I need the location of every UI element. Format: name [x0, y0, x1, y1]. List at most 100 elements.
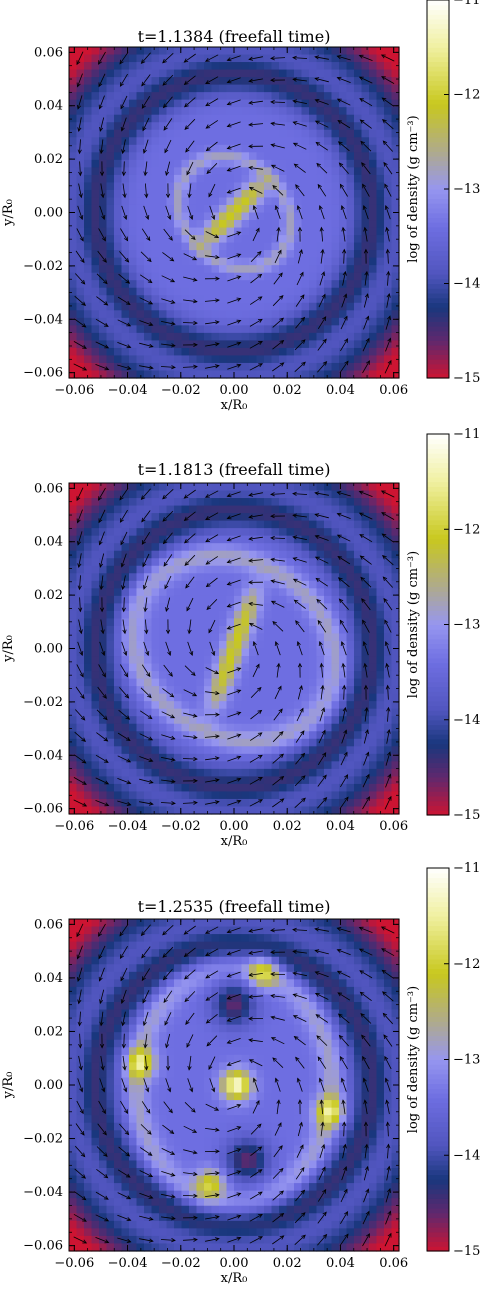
density-cell — [211, 535, 220, 544]
density-cell — [256, 738, 265, 747]
density-cell — [136, 490, 145, 499]
density-cell — [151, 272, 160, 281]
density-cell — [361, 129, 370, 138]
density-cell — [316, 686, 325, 695]
density-cell — [166, 528, 175, 537]
velocity-arrowhead — [358, 490, 364, 495]
density-cell — [339, 77, 348, 86]
density-cell — [294, 565, 303, 574]
density-cell — [324, 580, 333, 589]
density-cell — [294, 783, 303, 793]
velocity-arrow — [250, 710, 262, 720]
density-cell — [286, 716, 295, 725]
velocity-arrowhead — [336, 491, 342, 496]
density-cell — [84, 663, 93, 672]
velocity-arrowhead — [183, 102, 189, 108]
y-tick-label: 0.06 — [34, 45, 63, 60]
density-cell — [174, 618, 183, 627]
velocity-arrow — [185, 576, 195, 589]
density-cell — [114, 505, 123, 514]
density-cell — [294, 227, 303, 236]
velocity-arrow — [73, 341, 87, 349]
velocity-arrowhead — [292, 121, 298, 126]
density-cell — [76, 565, 85, 574]
density-cell — [256, 618, 265, 627]
density-cell — [369, 197, 378, 206]
density-cell — [324, 370, 333, 379]
velocity-arrowhead — [257, 273, 263, 279]
density-cell — [189, 167, 198, 176]
density-cell — [69, 340, 78, 349]
density-cell — [376, 280, 385, 289]
density-cell — [219, 370, 228, 379]
velocity-arrowhead — [162, 517, 168, 522]
velocity-arrow — [295, 294, 305, 307]
density-cell — [121, 520, 130, 529]
density-cell — [151, 686, 160, 695]
density-cell — [354, 212, 363, 221]
density-cell — [189, 332, 198, 341]
density-cell — [286, 543, 295, 552]
density-cell — [249, 753, 258, 762]
density-cell — [256, 716, 265, 725]
density-cell — [174, 595, 183, 604]
density-cell — [219, 347, 228, 357]
density-cell — [219, 535, 228, 544]
density-cell — [219, 505, 228, 514]
density-cell — [106, 54, 115, 63]
density-cell — [166, 753, 175, 762]
density-cell — [181, 189, 190, 199]
density-cell — [181, 490, 190, 499]
density-cell — [294, 54, 303, 63]
density-cell — [376, 618, 385, 627]
density-cell — [219, 618, 228, 627]
density-cell — [264, 265, 273, 274]
velocity-arrow — [385, 315, 391, 330]
velocity-arrow — [359, 76, 373, 84]
density-cell — [249, 656, 258, 665]
density-cell — [144, 92, 153, 101]
density-cell — [279, 317, 288, 326]
density-cell — [301, 137, 310, 146]
velocity-arrow — [144, 161, 148, 176]
velocity-arrow — [293, 514, 307, 518]
velocity-arrow — [205, 365, 219, 369]
density-cell — [144, 761, 153, 770]
density-cell — [159, 347, 168, 357]
density-cell — [339, 167, 348, 176]
velocity-arrowhead — [380, 490, 386, 495]
density-cell — [301, 189, 310, 199]
velocity-arrow — [183, 735, 197, 739]
density-cell — [256, 62, 265, 71]
density-cell — [144, 558, 153, 567]
density-cell — [181, 325, 190, 334]
density-cell — [136, 708, 145, 717]
velocity-arrowhead — [143, 171, 148, 177]
velocity-arrowhead — [299, 707, 304, 713]
density-cell — [294, 235, 303, 244]
velocity-arrowhead — [387, 337, 392, 343]
density-cell — [189, 295, 198, 304]
density-cell — [249, 663, 258, 672]
x-tick-label: −0.04 — [108, 383, 148, 398]
density-cell — [376, 520, 385, 529]
velocity-arrowhead — [292, 557, 298, 562]
velocity-arrow — [341, 205, 347, 220]
density-cell — [166, 84, 175, 93]
density-cell — [369, 633, 378, 642]
density-cell — [114, 325, 123, 334]
density-cell — [129, 678, 138, 687]
density-cell — [301, 107, 310, 116]
density-cell — [189, 498, 198, 507]
density-cell — [144, 197, 153, 206]
density-cell — [316, 656, 325, 665]
density-cell — [256, 498, 265, 507]
density-cell — [106, 325, 115, 334]
density-cell — [294, 325, 303, 334]
density-cell — [99, 257, 108, 266]
velocity-arrow — [383, 576, 393, 588]
density-cell — [136, 167, 145, 176]
density-cell — [354, 520, 363, 529]
density-cell — [121, 483, 130, 492]
density-cell — [181, 693, 190, 702]
